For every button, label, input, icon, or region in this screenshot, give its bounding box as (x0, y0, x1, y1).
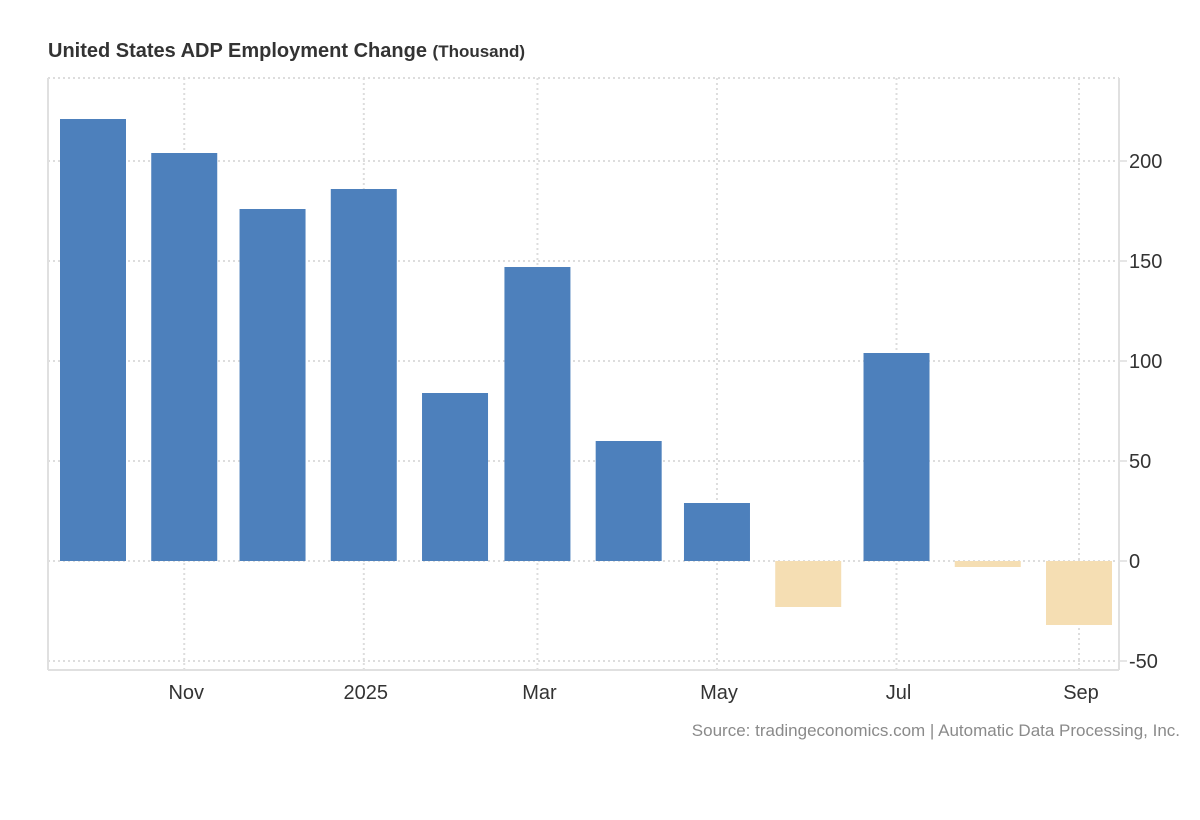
bar-2025-05 (683, 503, 750, 561)
bar-2025-01 (330, 189, 397, 561)
y-tick-label: 150 (1129, 251, 1162, 273)
bar-2025-06 (775, 561, 842, 607)
y-tick-label: -50 (1129, 651, 1158, 673)
x-tick-label: Mar (522, 682, 557, 704)
bar-2024-12 (239, 209, 306, 561)
bar-2025-04 (595, 441, 662, 561)
title-unit: (Thousand) (432, 42, 526, 61)
y-tick-label: 100 (1129, 351, 1162, 373)
bar-2025-08 (954, 561, 1021, 567)
bar-2025-09 (1046, 561, 1112, 625)
x-tick-label: Jul (886, 682, 912, 704)
y-tick-label: 0 (1129, 551, 1140, 573)
y-tick-label: 200 (1129, 151, 1162, 173)
bar-2025-02 (422, 393, 489, 561)
x-tick-label: 2025 (344, 682, 389, 704)
x-tick-label: Sep (1063, 682, 1099, 704)
bar-2025-03 (504, 267, 571, 561)
bar-2024-10 (60, 119, 126, 561)
source-note: Source: tradingeconomics.com | Automatic… (691, 721, 1180, 740)
x-tick-label: May (700, 682, 738, 704)
x-tick-label: Nov (168, 682, 204, 704)
bar-2025-07 (863, 353, 930, 561)
title-text: United States ADP Employment Change (48, 40, 427, 62)
chart-title: United States ADP Employment Change (Tho… (48, 40, 525, 63)
y-tick-label: 50 (1129, 451, 1151, 473)
bar-2024-11 (151, 153, 218, 561)
